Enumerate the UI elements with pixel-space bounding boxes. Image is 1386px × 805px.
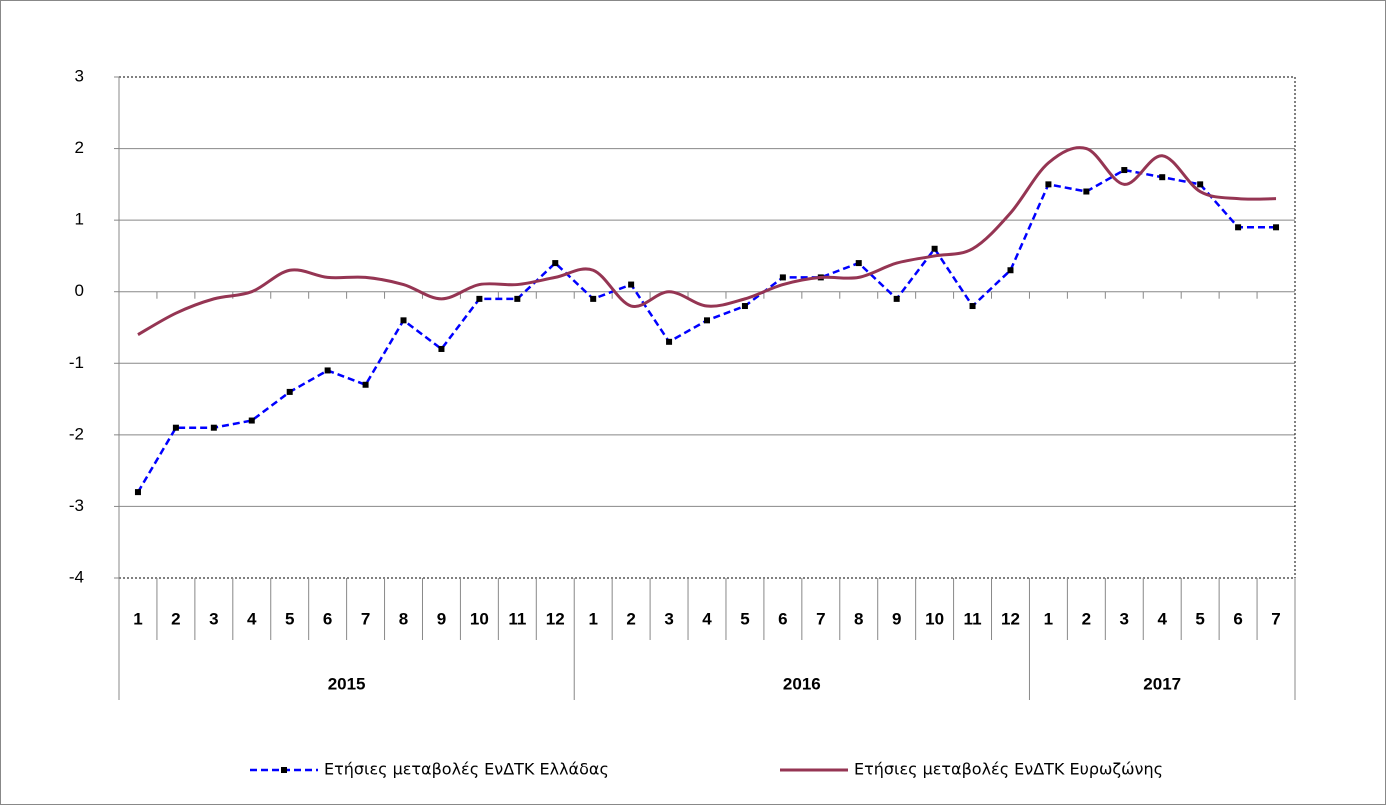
x-tick-label: 1 [133, 609, 142, 628]
group-label: 2015 [328, 674, 366, 693]
y-tick-label: -4 [69, 567, 84, 586]
series-line [137, 146, 1277, 336]
y-tick-label: -2 [69, 424, 84, 443]
x-tick-label: 3 [1120, 609, 1129, 628]
x-tick-label: 6 [1233, 609, 1242, 628]
x-tick-label: 7 [816, 609, 825, 628]
x-tick-label: 4 [247, 609, 257, 628]
point-marker [931, 245, 938, 252]
y-tick-label: 0 [75, 281, 84, 300]
y-tick-label: 2 [75, 138, 84, 157]
point-marker [1045, 181, 1052, 188]
x-tick-label: 6 [778, 609, 787, 628]
y-tick-label: 1 [75, 210, 84, 229]
point-marker [210, 424, 217, 431]
x-tick-label: 5 [285, 609, 294, 628]
point-marker [286, 388, 293, 395]
point-marker [1121, 167, 1128, 174]
group-label: 2017 [1143, 674, 1181, 693]
legend-marker [281, 767, 287, 773]
x-tick-label: 1 [1044, 609, 1053, 628]
point-marker [628, 281, 635, 288]
y-tick-label: 3 [75, 66, 84, 85]
x-tick-label: 9 [437, 609, 446, 628]
point-marker [969, 303, 976, 310]
point-marker [704, 317, 710, 324]
x-tick-label: 8 [854, 609, 863, 628]
x-tick-label: 12 [1001, 609, 1020, 628]
point-marker [1083, 188, 1090, 195]
x-tick-label: 10 [470, 609, 489, 628]
x-tick-label: 12 [546, 609, 565, 628]
point-marker [855, 260, 862, 267]
legend-label: Ετήσιες μεταβολές ΕνΔΤΚ Ελλάδας [324, 760, 609, 779]
point-marker [1007, 267, 1014, 274]
x-tick-label: 4 [1157, 609, 1167, 628]
x-tick-label: 8 [399, 609, 408, 628]
x-tick-label: 11 [508, 609, 526, 628]
x-tick-label: 2 [1082, 609, 1091, 628]
x-tick-label: 2 [626, 609, 635, 628]
point-marker [172, 424, 179, 431]
x-tick-label: 3 [209, 609, 218, 628]
point-marker [1159, 174, 1166, 181]
point-marker [590, 295, 597, 302]
x-tick-label: 9 [892, 609, 901, 628]
group-label: 2016 [783, 674, 821, 693]
y-tick-label: -3 [69, 496, 84, 515]
point-marker [552, 260, 559, 267]
point-marker [514, 295, 521, 302]
x-tick-label: 7 [1271, 609, 1280, 628]
point-marker [134, 489, 141, 496]
point-marker [438, 345, 445, 352]
point-marker [1273, 224, 1280, 231]
x-tick-label: 5 [740, 609, 749, 628]
point-marker [248, 417, 255, 424]
x-tick-label: 1 [588, 609, 597, 628]
x-tick-label: 6 [323, 609, 332, 628]
point-marker [893, 295, 900, 302]
point-marker [741, 303, 748, 310]
y-tick-label: -1 [69, 353, 84, 372]
point-marker [362, 381, 369, 388]
x-tick-label: 10 [925, 609, 944, 628]
x-tick-label: 2 [171, 609, 180, 628]
point-marker [476, 295, 483, 302]
x-tick-label: 7 [361, 609, 370, 628]
point-marker [666, 338, 673, 345]
x-tick-label: 3 [664, 609, 673, 628]
point-marker [324, 367, 331, 374]
point-marker [400, 317, 407, 324]
x-tick-label: 4 [702, 609, 712, 628]
x-tick-label: 5 [1195, 609, 1204, 628]
point-marker [1197, 181, 1204, 188]
point-marker [779, 274, 786, 281]
point-marker [1235, 224, 1242, 231]
x-tick-label: 11 [964, 609, 982, 628]
legend-label: Ετήσιες μεταβολές ΕνΔΤΚ Ευρωζώνης [854, 760, 1163, 779]
